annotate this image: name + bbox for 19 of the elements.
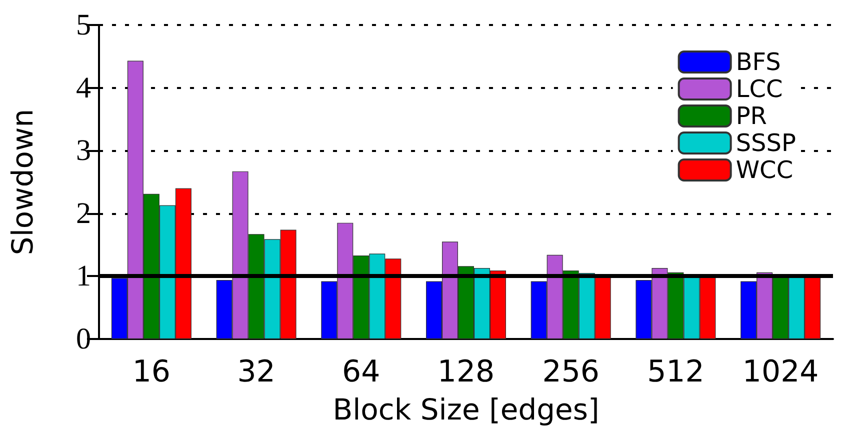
legend-label: WCC [736,156,794,184]
legend-label: SSSP [736,129,796,157]
y-tick-label: 2 [76,196,91,230]
y-tick-label: 3 [76,134,91,168]
y-tick-label: 1 [76,260,91,293]
y-axis-title: Slowdown [6,108,40,256]
y-tick-label: 4 [76,71,91,104]
x-tick-label: 1024 [742,354,819,390]
x-tick-label: 16 [132,354,171,390]
legend-label: PR [736,102,767,130]
legend-label: BFS [736,48,781,76]
x-tick-label: 128 [437,354,495,390]
x-tick-label: 512 [647,354,704,390]
x-tick-label: 64 [342,354,380,390]
y-tick-label: 5 [76,8,91,42]
x-tick-label: 256 [542,354,600,390]
x-axis-title: Block Size [edges] [332,392,600,426]
legend-label: LCC [736,75,783,103]
x-tick-label: 32 [237,354,276,390]
